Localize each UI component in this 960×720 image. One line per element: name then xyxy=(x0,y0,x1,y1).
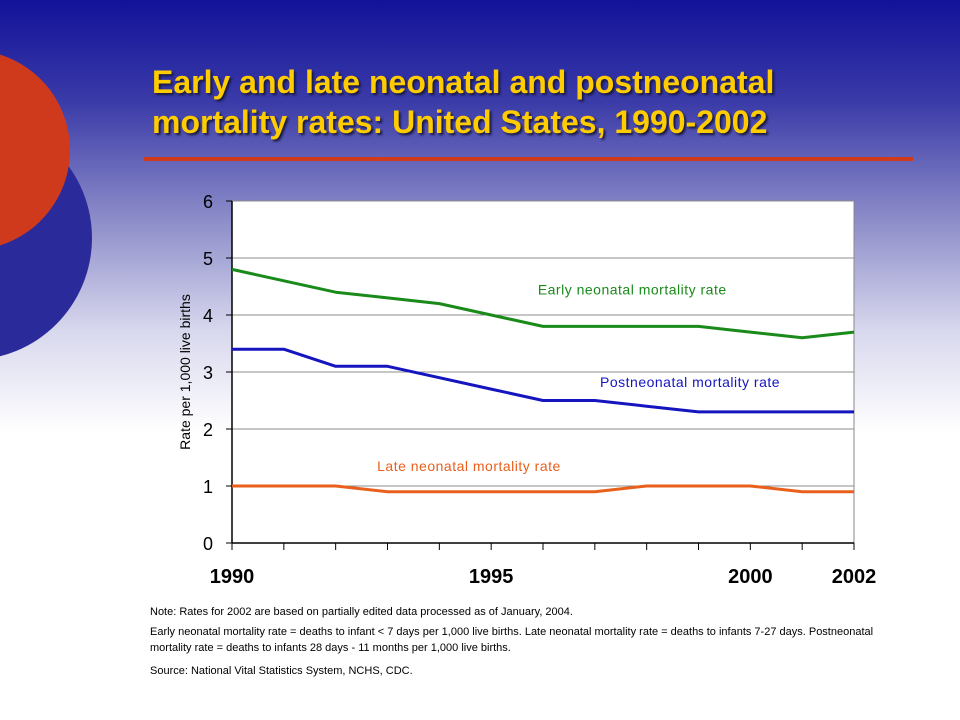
series-line xyxy=(232,347,854,414)
y-tick-label: 6 xyxy=(203,192,213,212)
axes xyxy=(226,200,855,550)
series-line xyxy=(231,267,855,340)
x-tick-label: 2002 xyxy=(832,566,877,588)
definitions-text: Early neonatal mortality rate = deaths t… xyxy=(150,626,874,654)
series-label: Postneonatal mortality rate xyxy=(600,374,780,390)
series-label: Early neonatal mortality rate xyxy=(538,281,727,297)
series-labels: Early neonatal mortality rate Postneonata… xyxy=(377,281,780,474)
y-tick-label: 4 xyxy=(203,306,213,326)
series-lines xyxy=(231,267,855,494)
y-axis-label: Rate per 1,000 live births xyxy=(177,294,193,450)
slide-title: Early and late neonatal and postneonatal… xyxy=(152,62,932,142)
title-underline xyxy=(144,157,913,161)
series-line xyxy=(232,484,854,494)
y-tick-label: 5 xyxy=(203,249,213,269)
slide-title-line-1: Early and late neonatal and postneonatal xyxy=(152,64,775,100)
y-tick-label: 1 xyxy=(203,477,213,497)
series-label: Late neonatal mortality rate xyxy=(377,458,561,474)
x-tick-label: 1990 xyxy=(210,566,255,588)
source-text: Source: National Vital Statistics System… xyxy=(150,665,413,677)
decor-red-circle xyxy=(0,54,70,246)
x-tick-label: 2000 xyxy=(728,566,773,588)
slide-title-line-2: mortality rates: United States, 1990-200… xyxy=(152,104,768,140)
y-tick-label: 3 xyxy=(203,363,213,383)
tick-labels: 0 1 2 3 4 5 6 1990 1995 2000 2002 xyxy=(203,192,876,588)
y-tick-label: 2 xyxy=(203,420,213,440)
x-tick-label: 1995 xyxy=(469,566,514,588)
y-tick-label: 0 xyxy=(203,534,213,554)
note-text: Note: Rates for 2002 are based on partia… xyxy=(150,606,573,618)
chart-notes: Note: Rates for 2002 are based on partia… xyxy=(150,604,890,679)
